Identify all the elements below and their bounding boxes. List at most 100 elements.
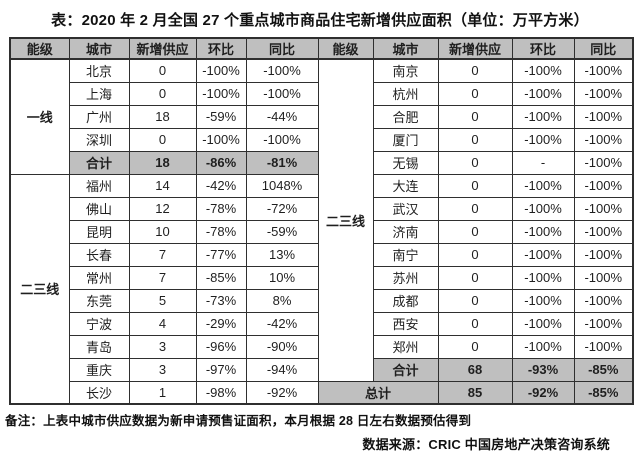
city-cell: 杭州 [372, 81, 439, 106]
supply-cell: 7 [128, 265, 197, 290]
table-row: 青岛 3 -96% -90% 郑州 0 -100% -100% [10, 334, 634, 359]
mom-cell: -100% [511, 334, 575, 359]
supply-cell: 0 [437, 219, 513, 244]
yoy-cell: -100% [573, 311, 634, 336]
col-header-supply-left: 新增供应 [128, 37, 197, 60]
city-cell: 广州 [68, 104, 130, 129]
table-row: 上海 0 -100% -100% 杭州 0 -100% -100% [10, 81, 634, 106]
mom-cell: -78% [195, 219, 247, 244]
grand-total-row: 长沙 1 -98% -92% 总计 85 -92% -85% [10, 380, 634, 405]
city-cell: 厦门 [372, 127, 439, 152]
city-cell: 福州 [68, 173, 130, 198]
yoy-cell: 13% [245, 242, 319, 267]
city-cell: 成都 [372, 288, 439, 313]
mom-cell: -97% [195, 357, 247, 382]
yoy-cell: -100% [573, 219, 634, 244]
city-cell: 无锡 [372, 150, 439, 175]
mom-cell: -98% [195, 380, 247, 405]
supply-cell: 0 [437, 311, 513, 336]
mom-cell: -73% [195, 288, 247, 313]
supply-table: 能级 城市 新增供应 环比 同比 能级 城市 新增供应 环比 同比 一线 北京 … [9, 37, 634, 405]
supply-cell: 0 [437, 173, 513, 198]
city-cell: 深圳 [68, 127, 130, 152]
yoy-cell: -72% [245, 196, 319, 221]
grand-total-supply-cell: 85 [437, 380, 513, 405]
city-cell: 常州 [68, 265, 130, 290]
supply-cell: 0 [437, 265, 513, 290]
mom-cell: -77% [195, 242, 247, 267]
mom-cell: -100% [511, 81, 575, 106]
city-cell: 青岛 [68, 334, 130, 359]
mom-cell: -100% [511, 196, 575, 221]
yoy-cell: -100% [245, 81, 319, 106]
city-cell: 东莞 [68, 288, 130, 313]
supply-cell: 3 [128, 334, 197, 359]
city-cell: 长沙 [68, 380, 130, 405]
mom-cell: -100% [511, 265, 575, 290]
col-header-yoy-right: 同比 [573, 37, 634, 60]
city-cell: 昆明 [68, 219, 130, 244]
city-cell: 长春 [68, 242, 130, 267]
mom-cell: -100% [195, 127, 247, 152]
yoy-cell: -100% [573, 150, 634, 175]
supply-cell: 0 [437, 104, 513, 129]
col-header-supply-right: 新增供应 [437, 37, 513, 60]
mom-cell: -100% [511, 58, 575, 83]
supply-cell: 0 [437, 196, 513, 221]
mom-cell: -100% [195, 81, 247, 106]
yoy-cell: -90% [245, 334, 319, 359]
table-row: 昆明 10 -78% -59% 济南 0 -100% -100% [10, 219, 634, 244]
yoy-cell: -100% [573, 242, 634, 267]
supply-cell: 18 [128, 104, 197, 129]
supply-cell: 0 [437, 81, 513, 106]
table-row: 一线 北京 0 -100% -100% 二三线 南京 0 -100% -100% [9, 58, 634, 382]
city-cell: 宁波 [68, 311, 130, 336]
mom-cell: -100% [511, 311, 575, 336]
total-mom-cell: -93% [511, 357, 575, 382]
total-label-cell: 合计 [372, 357, 439, 382]
grand-total-label-cell: 总计 [317, 380, 439, 405]
yoy-cell: -100% [573, 265, 634, 290]
mom-cell: -100% [511, 219, 575, 244]
mom-cell: -96% [195, 334, 247, 359]
yoy-cell: -100% [245, 58, 319, 83]
table-row: 长春 7 -77% 13% 南宁 0 -100% -100% [10, 242, 634, 267]
table-row: 宁波 4 -29% -42% 西安 0 -100% -100% [10, 311, 634, 336]
yoy-cell: -100% [573, 288, 634, 313]
city-cell: 苏州 [372, 265, 439, 290]
supply-cell: 0 [437, 288, 513, 313]
tier23-right-total-row: 重庆 3 -97% -94% 合计 68 -93% -85% [10, 357, 634, 382]
supply-cell: 12 [128, 196, 197, 221]
city-cell: 武汉 [372, 196, 439, 221]
city-cell: 南宁 [372, 242, 439, 267]
yoy-cell: -42% [245, 311, 319, 336]
yoy-cell: 10% [245, 265, 319, 290]
col-header-tier-right: 能级 [317, 37, 374, 60]
supply-cell: 10 [128, 219, 197, 244]
supply-cell: 3 [128, 357, 197, 382]
col-header-yoy-left: 同比 [245, 37, 319, 60]
col-header-city-left: 城市 [68, 37, 130, 60]
header-row: 能级 城市 新增供应 环比 同比 能级 城市 新增供应 环比 同比 [9, 37, 634, 60]
supply-cell: 0 [437, 334, 513, 359]
supply-cell: 0 [437, 58, 513, 83]
data-source: 数据来源：CRIC 中国房地产决策咨询系统 [362, 437, 610, 452]
supply-cell: 4 [128, 311, 197, 336]
total-mom-cell: -86% [195, 150, 247, 175]
city-cell: 大连 [372, 173, 439, 198]
city-cell: 西安 [372, 311, 439, 336]
mom-cell: -59% [195, 104, 247, 129]
total-label-cell: 合计 [68, 150, 130, 175]
mom-cell: -29% [195, 311, 247, 336]
table-row: 二三线 福州 14 -42% 1048% 大连 0 -100% -100% [9, 173, 634, 405]
supply-cell: 0 [437, 150, 513, 175]
mom-cell: - [511, 150, 575, 175]
yoy-cell: -94% [245, 357, 319, 382]
total-yoy-cell: -85% [573, 357, 634, 382]
total-yoy-cell: -81% [245, 150, 319, 175]
mom-cell: -100% [195, 58, 247, 83]
supply-cell: 0 [128, 127, 197, 152]
tier1-cell: 一线 [9, 58, 70, 175]
city-cell: 南京 [372, 58, 439, 83]
city-cell: 上海 [68, 81, 130, 106]
